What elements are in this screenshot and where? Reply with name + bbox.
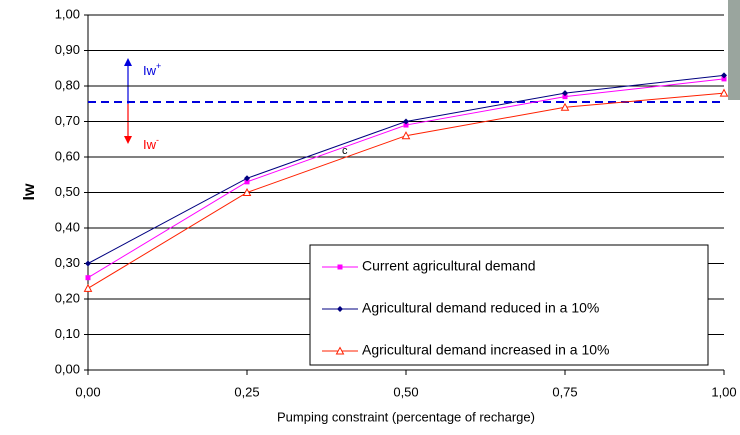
annotation-sup: + bbox=[156, 61, 161, 71]
legend-marker bbox=[338, 265, 343, 270]
annotation-text: Iw bbox=[143, 137, 157, 152]
y-tick-label: 1,00 bbox=[55, 6, 80, 21]
y-tick-label: 0,20 bbox=[55, 290, 80, 305]
annotation-text: Iw bbox=[143, 63, 157, 78]
annotation-sup: - bbox=[156, 135, 159, 145]
y-tick-label: 0,80 bbox=[55, 77, 80, 92]
y-tick-label: 0,70 bbox=[55, 113, 80, 128]
down-arrow-head bbox=[124, 136, 132, 144]
lower-annotation: Iw- bbox=[143, 135, 159, 152]
legend-label: Agricultural demand reduced in a 10% bbox=[362, 300, 599, 316]
y-tick-label: 0,60 bbox=[55, 148, 80, 163]
x-tick-label: 0,25 bbox=[234, 384, 259, 399]
x-tick-label: 1,00 bbox=[711, 384, 736, 399]
marker bbox=[86, 275, 91, 280]
x-tick-label: 0,75 bbox=[552, 384, 577, 399]
x-tick-label: 0,50 bbox=[393, 384, 418, 399]
y-tick-label: 0,90 bbox=[55, 42, 80, 57]
marker bbox=[85, 261, 91, 267]
chart: Iw+ Iw- c Pumping constraint (percentage… bbox=[0, 0, 740, 435]
y-tick-label: 0,00 bbox=[55, 361, 80, 376]
legend-label: Current agricultural demand bbox=[362, 258, 536, 274]
legend-label: Agricultural demand increased in a 10% bbox=[362, 342, 609, 358]
image-fragment bbox=[728, 0, 740, 100]
y-tick-label: 0,30 bbox=[55, 255, 80, 270]
x-axis-label: Pumping constraint (percentage of rechar… bbox=[277, 409, 535, 424]
series-line bbox=[88, 75, 724, 263]
up-arrow-head bbox=[124, 58, 132, 66]
marker bbox=[85, 285, 92, 292]
x-tick-label: 0,00 bbox=[75, 384, 100, 399]
y-axis-label: Iw bbox=[21, 183, 38, 200]
y-tick-label: 0,40 bbox=[55, 219, 80, 234]
y-tick-label: 0,50 bbox=[55, 184, 80, 199]
y-tick-label: 0,10 bbox=[55, 326, 80, 341]
upper-annotation: Iw+ bbox=[143, 61, 161, 78]
